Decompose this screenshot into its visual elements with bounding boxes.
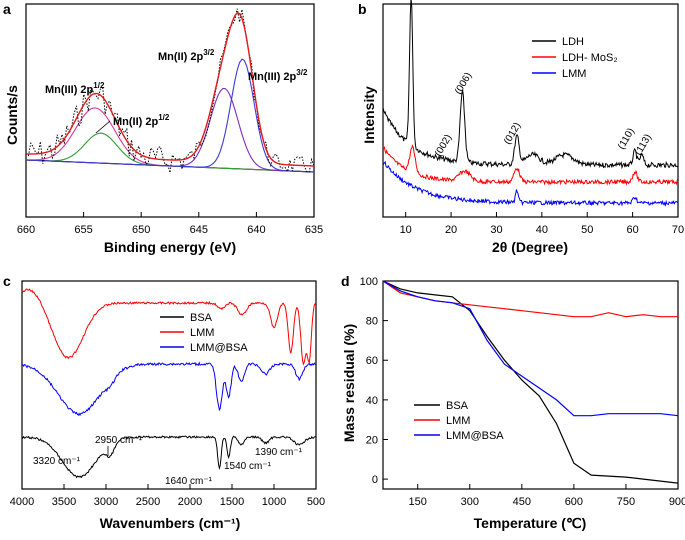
panel-b-legend: LDH LDH- MoS₂ LMM bbox=[532, 36, 618, 80]
panel-b-xtick-label-1: 20 bbox=[445, 224, 457, 236]
panel-a-xtick-label-2: 650 bbox=[132, 224, 150, 236]
panel-a-xlabel: Binding energy (eV) bbox=[104, 239, 236, 255]
panel-b-label: b bbox=[358, 1, 367, 17]
panel-a-annotation-mn2-2p12: Mn(II) 2p1/2 bbox=[113, 113, 170, 128]
panel-b-xtick-label-2: 30 bbox=[490, 224, 502, 236]
panel-b: b Intensity 2θ (Degree) 10 20 30 40 50 60 70 L… bbox=[358, 0, 684, 255]
panel-b-peak-113: (113) bbox=[633, 132, 654, 157]
panel-a: a Counts/s Binding energy (eV) 660 655 650… bbox=[3, 1, 323, 255]
panel-d-frame bbox=[382, 280, 679, 490]
panel-c-lmm-bsa-curve bbox=[21, 361, 317, 417]
panel-c-band-1540: 1540 cm⁻¹ bbox=[224, 461, 272, 472]
panel-d-xtick-label-0: 150 bbox=[409, 496, 427, 508]
panel-b-xlabel: 2θ (Degree) bbox=[492, 239, 568, 255]
legend-d-lmm-label: LMM bbox=[446, 415, 470, 427]
panel-a-xtick-label-5: 635 bbox=[305, 224, 323, 236]
legend-c-bsa-label: BSA bbox=[190, 312, 213, 324]
panel-b-ldh-mos2-curve bbox=[382, 144, 679, 186]
panel-d: d Mass residual (%) Temperature (℃) 150 3… bbox=[341, 273, 685, 531]
panel-a-raw-curve bbox=[25, 8, 315, 173]
panel-d-legend: BSA LMM LMM@BSA bbox=[414, 400, 504, 442]
panel-d-xticks: 150 300 450 600 750 900 bbox=[409, 484, 685, 508]
panel-b-xtick-label-4: 50 bbox=[581, 224, 593, 236]
panel-b-frame bbox=[382, 3, 679, 218]
panel-d-ytick-label-0: 0 bbox=[372, 474, 378, 486]
panel-b-xticks: 10 20 30 40 50 60 70 bbox=[400, 212, 684, 236]
legend-d-lmm-bsa-label: LMM@BSA bbox=[446, 430, 504, 442]
panel-a-annotation-mn2-2p12-leader bbox=[95, 120, 111, 134]
panel-c-xtick-label-6: 1000 bbox=[262, 496, 286, 508]
panel-d-bsa-curve bbox=[382, 280, 679, 484]
panel-d-xtick-label-2: 450 bbox=[513, 496, 531, 508]
panel-c-xtick-label-5: 1500 bbox=[220, 496, 244, 508]
panel-d-xtick-label-3: 600 bbox=[565, 496, 583, 508]
panel-a-mn3-2p32-curve bbox=[25, 58, 315, 173]
panel-c-xtick-label-3: 2500 bbox=[136, 496, 160, 508]
panel-b-lmm-curve bbox=[382, 160, 679, 207]
panel-c-xtick-label-0: 4000 bbox=[10, 496, 34, 508]
panel-b-ylabel: Intensity bbox=[361, 86, 377, 144]
panel-d-yticks: 0 20 40 60 80 100 bbox=[360, 276, 388, 486]
panel-d-xtick-label-5: 900 bbox=[669, 496, 685, 508]
panel-c-label: c bbox=[3, 273, 11, 289]
panel-d-xlabel: Temperature (℃) bbox=[474, 515, 587, 531]
panel-b-peak-006: (006) bbox=[453, 71, 474, 97]
panel-a-xticks: 660 655 650 645 640 635 bbox=[17, 212, 323, 236]
panel-a-frame bbox=[25, 3, 315, 218]
panel-c-bsa-curve bbox=[21, 435, 317, 479]
panel-b-xtick-label-3: 40 bbox=[536, 224, 548, 236]
legend-c-lmm-label: LMM bbox=[190, 327, 214, 339]
panel-c-band-1640: 1640 cm⁻¹ bbox=[165, 476, 213, 487]
panel-c-xtick-label-1: 3500 bbox=[52, 496, 76, 508]
panel-d-ylabel: Mass residual (%) bbox=[341, 324, 357, 442]
panel-a-xtick-label-0: 660 bbox=[17, 224, 35, 236]
panel-c-xtick-label-2: 3000 bbox=[94, 496, 118, 508]
panel-b-xtick-label-0: 10 bbox=[400, 224, 412, 236]
legend-b-ldh-label: LDH bbox=[562, 36, 584, 48]
panel-b-xtick-label-6: 70 bbox=[672, 224, 684, 236]
legend-c-lmm-bsa-label: LMM@BSA bbox=[190, 342, 248, 354]
panel-a-xtick-label-1: 655 bbox=[74, 224, 92, 236]
panel-c-xtick-label-4: 2000 bbox=[178, 496, 202, 508]
panel-b-peak-110: (110) bbox=[616, 126, 637, 151]
panel-b-peak-012: (012) bbox=[502, 121, 523, 147]
panel-d-xtick-label-1: 300 bbox=[461, 496, 479, 508]
panel-a-label: a bbox=[3, 1, 11, 17]
panel-b-ldh-curve bbox=[382, 0, 679, 170]
panel-c-frame bbox=[21, 280, 317, 490]
panel-c-band-3320: 3320 cm⁻¹ bbox=[33, 456, 81, 467]
panel-a-xtick-label-3: 645 bbox=[190, 224, 208, 236]
legend-d-bsa-label: BSA bbox=[446, 400, 469, 412]
panel-c-xtick-label-7: 500 bbox=[307, 496, 325, 508]
panel-d-ytick-label-3: 60 bbox=[366, 355, 378, 367]
panel-b-xtick-label-5: 60 bbox=[626, 224, 638, 236]
panel-b-peak-002: (002) bbox=[433, 133, 454, 159]
panel-d-label: d bbox=[341, 273, 350, 289]
panel-c: c Wavenumbers (cm⁻¹) 4000 3500 3000 2500 200… bbox=[3, 273, 325, 531]
panel-d-ytick-label-1: 20 bbox=[366, 434, 378, 446]
panel-a-annotation-mn2-2p32: Mn(II) 2p3/2 bbox=[158, 48, 215, 63]
legend-b-ldh-mos2-label: LDH- MoS₂ bbox=[562, 52, 618, 64]
panel-d-ytick-label-2: 40 bbox=[366, 395, 378, 407]
panel-a-xtick-label-4: 640 bbox=[247, 224, 265, 236]
legend-b-lmm-label: LMM bbox=[562, 68, 586, 80]
panel-d-ytick-label-4: 80 bbox=[366, 316, 378, 328]
panel-c-legend: BSA LMM LMM@BSA bbox=[160, 312, 248, 354]
panel-d-xtick-label-4: 750 bbox=[617, 496, 635, 508]
panel-a-annotation-mn3-2p32: Mn(III) 2p3/2 bbox=[248, 68, 308, 83]
panel-a-fit-curve bbox=[26, 12, 315, 167]
panel-c-band-2950: 2950 cm⁻¹ bbox=[95, 435, 143, 446]
panel-c-xlabel: Wavenumbers (cm⁻¹) bbox=[100, 515, 241, 531]
panel-c-xticks: 4000 3500 3000 2500 2000 1500 1000 500 bbox=[10, 484, 325, 508]
panel-c-band-1390: 1390 cm⁻¹ bbox=[255, 447, 303, 458]
panel-d-lmm-bsa-curve bbox=[382, 280, 679, 417]
panel-a-ylabel: Counts/s bbox=[4, 85, 20, 145]
panel-a-annotation-mn3-2p12: Mn(III) 2p1/2 bbox=[45, 81, 105, 96]
panel-d-ytick-label-5: 100 bbox=[360, 276, 378, 288]
panel-c-lmm-curve bbox=[21, 288, 317, 366]
